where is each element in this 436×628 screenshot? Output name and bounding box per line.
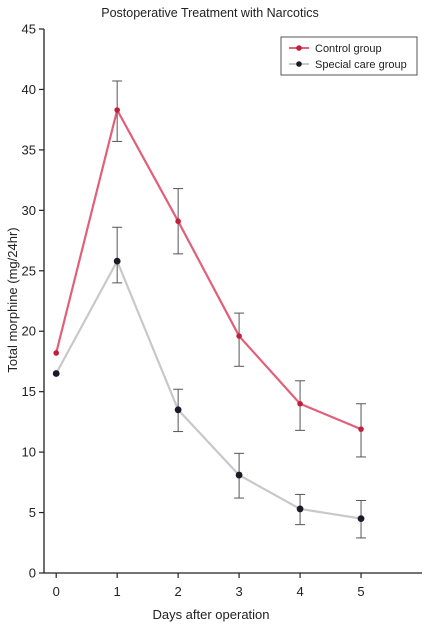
chart-title: Postoperative Treatment with Narcotics: [101, 6, 318, 20]
legend-label-special: Special care group: [315, 59, 407, 71]
series-line-control: [55, 108, 362, 431]
x-tick-label: 0: [53, 584, 60, 599]
legend-marker-control: [296, 45, 302, 51]
y-tick-label: 30: [22, 203, 36, 218]
x-tick-label: 3: [235, 584, 242, 599]
y-tick-label: 40: [22, 82, 36, 97]
y-tick-label: 10: [22, 445, 36, 460]
data-point-control: [236, 333, 242, 339]
x-axis-label: Days after operation: [152, 607, 269, 622]
data-point-special-care: [113, 257, 121, 265]
legend: Control group Special care group: [280, 36, 418, 76]
y-tick-label: 15: [22, 384, 36, 399]
y-tick-label: 45: [22, 22, 36, 37]
y-tick-label: 35: [22, 142, 36, 157]
x-tick-label: 5: [357, 584, 364, 599]
data-point-special-care: [174, 406, 182, 414]
y-axis-label: Total morphine (mg/24hr): [5, 227, 20, 372]
y-tick-label: 5: [29, 505, 36, 520]
data-point-control: [114, 107, 120, 113]
y-tick-label: 0: [29, 566, 36, 581]
data-point-control: [297, 400, 303, 407]
legend-label-control: Control group: [315, 43, 382, 55]
series-line-special-care: [55, 260, 362, 520]
data-point-control: [358, 426, 364, 432]
legend-marker-special: [296, 61, 302, 67]
data-point-special-care: [296, 505, 304, 513]
x-tick-label: 1: [114, 584, 121, 599]
x-tick-label: 4: [296, 584, 303, 599]
data-point-control: [175, 218, 181, 225]
y-tick-label: 25: [22, 263, 36, 278]
x-tick-label: 2: [175, 584, 182, 599]
legend-box: [280, 36, 418, 76]
series-control: [53, 80, 367, 458]
data-point-control: [53, 350, 59, 356]
data-point-special-care: [357, 515, 365, 522]
series-special-care: [52, 226, 367, 539]
data-point-special-care: [235, 471, 243, 479]
data-point-special-care: [52, 370, 60, 377]
y-tick-label: 20: [22, 324, 36, 339]
